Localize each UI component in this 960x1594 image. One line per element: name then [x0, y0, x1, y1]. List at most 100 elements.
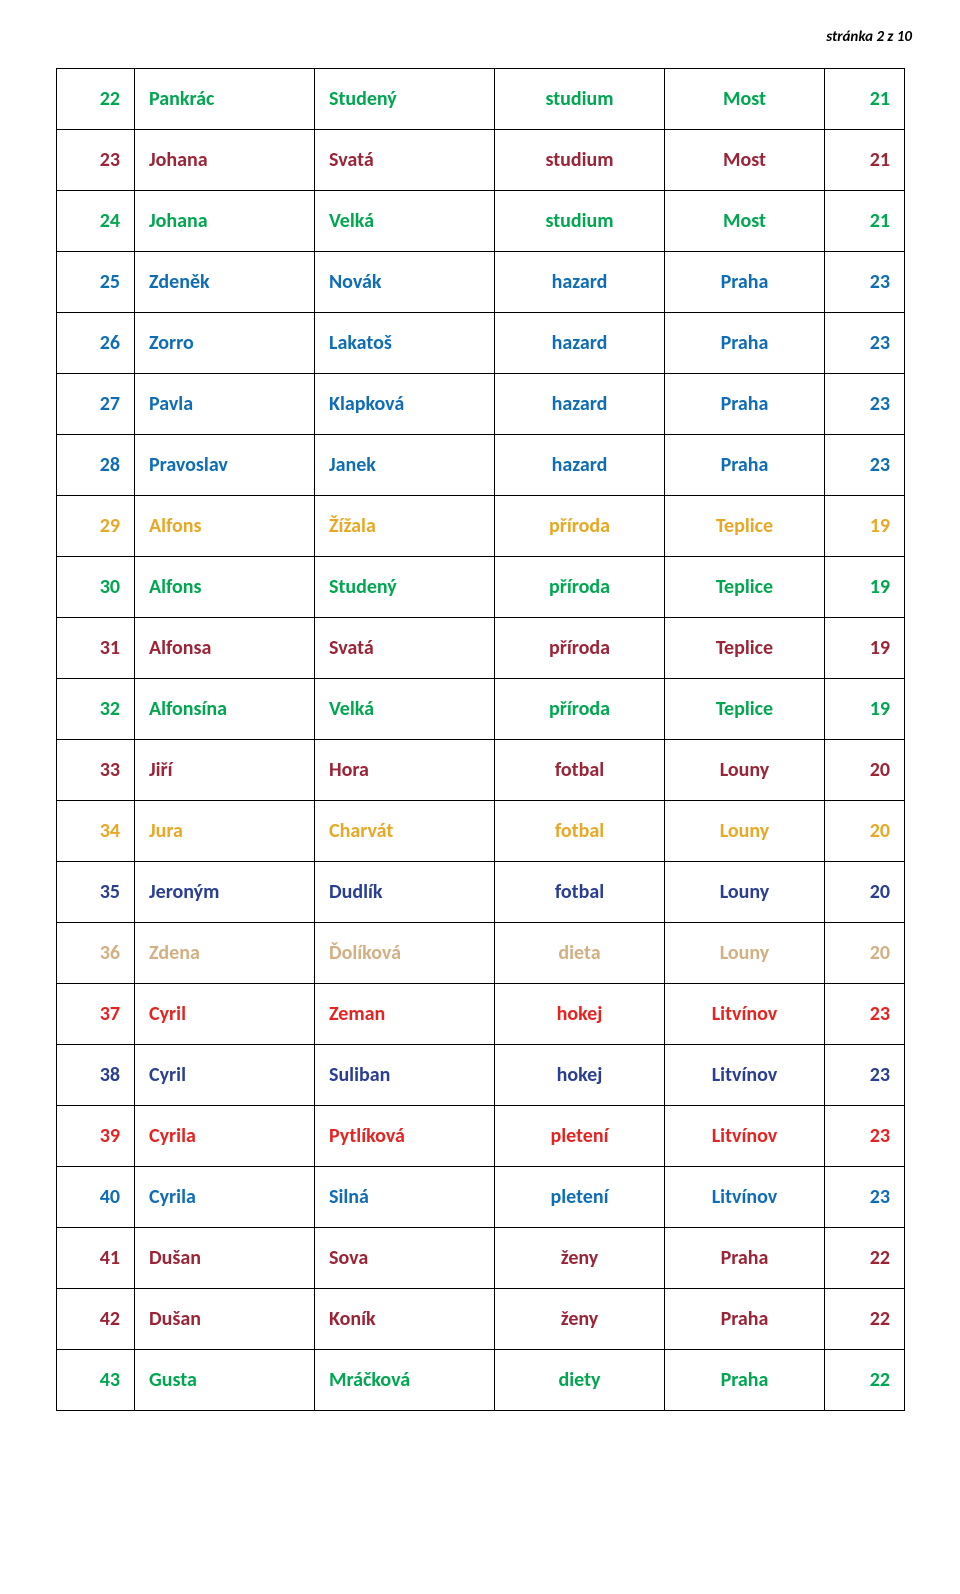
table-cell: fotbal — [495, 862, 665, 923]
table-cell: Gusta — [135, 1350, 315, 1411]
table-cell: příroda — [495, 557, 665, 618]
table-cell: diety — [495, 1350, 665, 1411]
table-cell: příroda — [495, 618, 665, 679]
table-cell: Silná — [315, 1167, 495, 1228]
table-cell: pletení — [495, 1106, 665, 1167]
table-cell: 35 — [57, 862, 135, 923]
table-row: 40CyrilaSilnápleteníLitvínov23 — [57, 1167, 905, 1228]
table-cell: Zeman — [315, 984, 495, 1045]
table-cell: Ďolíková — [315, 923, 495, 984]
table-cell: Pravoslav — [135, 435, 315, 496]
table-cell: 26 — [57, 313, 135, 374]
table-cell: hazard — [495, 313, 665, 374]
table-cell: Johana — [135, 130, 315, 191]
table-cell: Praha — [665, 313, 825, 374]
table-cell: hazard — [495, 435, 665, 496]
table-cell: hokej — [495, 984, 665, 1045]
table-cell: Žížala — [315, 496, 495, 557]
table-cell: 23 — [825, 435, 905, 496]
page-number: stránka 2 z 10 — [56, 28, 912, 46]
table-cell: Sova — [315, 1228, 495, 1289]
table-cell: Zdena — [135, 923, 315, 984]
table-cell: Studený — [315, 557, 495, 618]
table-cell: 20 — [825, 923, 905, 984]
table-cell: Dudlík — [315, 862, 495, 923]
table-cell: 36 — [57, 923, 135, 984]
table-row: 28PravoslavJanekhazardPraha23 — [57, 435, 905, 496]
table-cell: 29 — [57, 496, 135, 557]
table-cell: Most — [665, 130, 825, 191]
table-cell: 41 — [57, 1228, 135, 1289]
table-cell: Svatá — [315, 130, 495, 191]
table-row: 25ZdeněkNovákhazardPraha23 — [57, 252, 905, 313]
table-cell: hazard — [495, 252, 665, 313]
table-cell: fotbal — [495, 740, 665, 801]
table-cell: Novák — [315, 252, 495, 313]
table-row: 23JohanaSvatástudiumMost21 — [57, 130, 905, 191]
table-cell: 28 — [57, 435, 135, 496]
table-cell: Cyril — [135, 1045, 315, 1106]
table-cell: Koník — [315, 1289, 495, 1350]
table-cell: Jeroným — [135, 862, 315, 923]
table-cell: 23 — [825, 1106, 905, 1167]
document-page: stránka 2 z 10 22PankrácStudenýstudiumMo… — [0, 0, 960, 1451]
table-cell: studium — [495, 191, 665, 252]
table-cell: 21 — [825, 69, 905, 130]
table-row: 41DušanSovaženyPraha22 — [57, 1228, 905, 1289]
table-cell: Louny — [665, 740, 825, 801]
table-row: 27PavlaKlapkováhazardPraha23 — [57, 374, 905, 435]
table-cell: 22 — [825, 1289, 905, 1350]
table-cell: 21 — [825, 130, 905, 191]
table-row: 43GustaMráčkovádietyPraha22 — [57, 1350, 905, 1411]
table-cell: 23 — [57, 130, 135, 191]
table-row: 26ZorroLakatošhazardPraha23 — [57, 313, 905, 374]
table-cell: Teplice — [665, 618, 825, 679]
table-cell: 27 — [57, 374, 135, 435]
table-cell: Jiří — [135, 740, 315, 801]
table-cell: 22 — [57, 69, 135, 130]
table-cell: Cyril — [135, 984, 315, 1045]
table-cell: Pavla — [135, 374, 315, 435]
table-row: 32AlfonsínaVelkápřírodaTeplice19 — [57, 679, 905, 740]
table-cell: Charvát — [315, 801, 495, 862]
table-cell: Louny — [665, 923, 825, 984]
table-row: 33JiříHorafotbalLouny20 — [57, 740, 905, 801]
table-cell: Zdeněk — [135, 252, 315, 313]
table-cell: 40 — [57, 1167, 135, 1228]
table-cell: 23 — [825, 374, 905, 435]
table-cell: Louny — [665, 862, 825, 923]
table-cell: Jura — [135, 801, 315, 862]
table-cell: ženy — [495, 1289, 665, 1350]
table-cell: 31 — [57, 618, 135, 679]
table-cell: Louny — [665, 801, 825, 862]
table-cell: Alfonsa — [135, 618, 315, 679]
table-cell: Suliban — [315, 1045, 495, 1106]
table-cell: Praha — [665, 435, 825, 496]
table-cell: Studený — [315, 69, 495, 130]
table-cell: fotbal — [495, 801, 665, 862]
data-table: 22PankrácStudenýstudiumMost2123JohanaSva… — [56, 68, 905, 1411]
table-cell: Litvínov — [665, 1045, 825, 1106]
table-row: 31AlfonsaSvatápřírodaTeplice19 — [57, 618, 905, 679]
table-cell: 42 — [57, 1289, 135, 1350]
table-cell: Praha — [665, 1350, 825, 1411]
table-cell: Praha — [665, 1289, 825, 1350]
table-cell: Dušan — [135, 1289, 315, 1350]
table-cell: 39 — [57, 1106, 135, 1167]
table-cell: 33 — [57, 740, 135, 801]
table-row: 35JeronýmDudlíkfotbalLouny20 — [57, 862, 905, 923]
table-cell: ženy — [495, 1228, 665, 1289]
table-cell: Teplice — [665, 679, 825, 740]
table-cell: hazard — [495, 374, 665, 435]
table-cell: Cyrila — [135, 1167, 315, 1228]
table-cell: Alfonsína — [135, 679, 315, 740]
table-cell: Janek — [315, 435, 495, 496]
table-cell: Dušan — [135, 1228, 315, 1289]
table-row: 39CyrilaPytlíkovápleteníLitvínov23 — [57, 1106, 905, 1167]
table-cell: 20 — [825, 740, 905, 801]
table-cell: Zorro — [135, 313, 315, 374]
table-cell: Lakatoš — [315, 313, 495, 374]
table-cell: Teplice — [665, 557, 825, 618]
table-cell: Litvínov — [665, 1106, 825, 1167]
table-cell: Most — [665, 191, 825, 252]
